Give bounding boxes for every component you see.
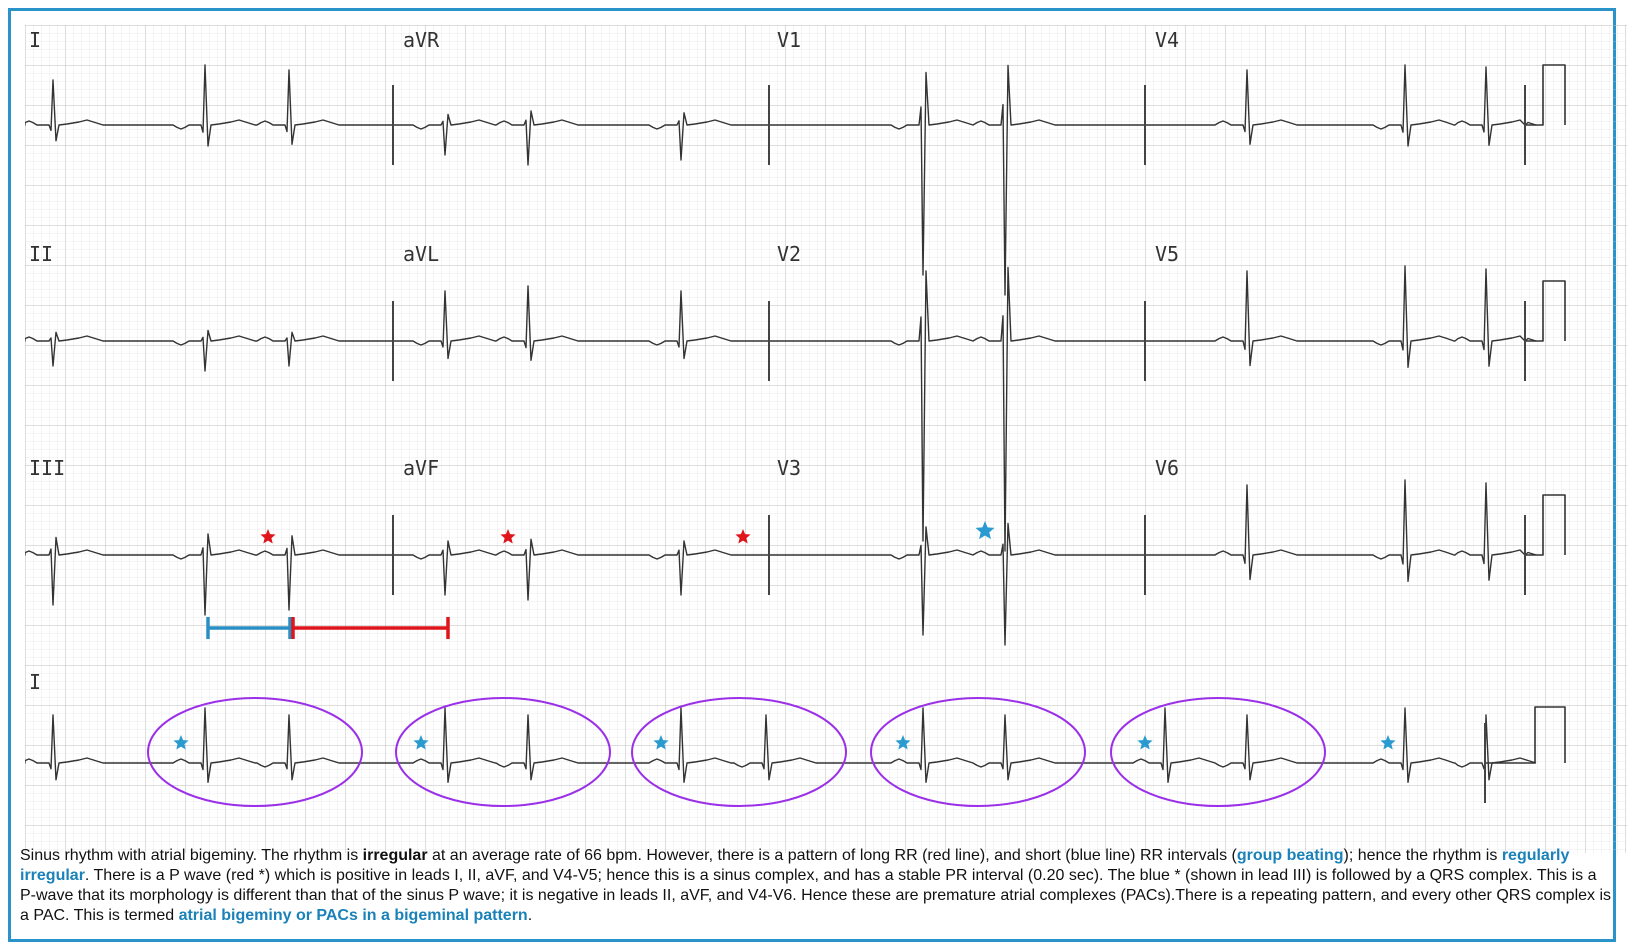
caption-bold-irregular: irregular [362,847,428,864]
lead-label-I: I [29,28,41,52]
caption-highlight-regularly-irregular: regularly irregular [20,847,1570,884]
figure-frame: I aVR V1 V4 II aVL V2 V5 III aVF V3 V6 I [8,8,1627,942]
bigeminal-group-ellipse-4 [870,697,1086,807]
rhythm-pac-star-2 [413,735,429,750]
ecg-traces [25,64,1566,803]
lead-label-III: III [29,456,65,480]
trace-lead-V1 [769,64,1145,296]
rhythm-pac-star-5 [1137,735,1153,750]
trace-lead-V3 [769,522,1145,646]
caption-text-5: . [527,907,533,924]
bigeminal-group-ellipse-2 [395,697,611,807]
trace-lead-V6 [1145,479,1537,582]
rhythm-pac-star-1 [173,735,189,750]
caption: Sinus rhythm with atrial bigeminy. The r… [20,846,1612,926]
ecg-tracing: I aVR V1 V4 II aVL V2 V5 III aVF V3 V6 I [25,25,1627,853]
calibration-pulse-row-1 [1525,64,1566,126]
lead-label-V3: V3 [777,456,801,480]
calibration-pulse-rhythm [1485,706,1566,764]
trace-lead-II [25,329,393,372]
calibration-pulse-row-3 [1525,494,1566,556]
caption-text-2: at an average rate of 66 bpm. However, t… [427,847,1237,864]
caption-text-3: ); hence the rhythm is [1343,847,1502,864]
ecg-grid [25,25,1627,853]
lead-label-V2: V2 [777,242,801,266]
rhythm-pac-star-3 [653,735,669,750]
sinus-p-wave-star-1 [260,529,276,544]
lead-label-aVL: aVL [403,242,439,266]
short-rr-interval-bar [206,617,292,639]
pac-star-lead-III [975,521,995,540]
lead-label-V5: V5 [1155,242,1179,266]
trace-lead-I [25,64,393,147]
rhythm-pac-star-6 [1380,735,1396,750]
trace-lead-aVL [393,285,769,361]
lead-label-aVR: aVR [403,28,440,52]
trace-lead-aVF [393,538,769,601]
ecg-annotations [147,521,1396,807]
bigeminal-group-ellipse-3 [631,697,847,807]
sinus-p-wave-star-3 [735,529,751,544]
caption-highlight-group-beating: group beating [1236,847,1344,864]
lead-label-V6: V6 [1155,456,1179,480]
caption-highlight-atrial-bigeminy: atrial bigeminy or PACs in a bigeminal p… [178,907,528,924]
lead-label-V1: V1 [777,28,801,52]
caption-text-4: . There is a P wave (red *) which is pos… [20,867,1612,924]
rhythm-pac-star-4 [895,735,911,750]
sinus-p-wave-star-2 [500,529,516,544]
long-rr-interval-bar [291,617,450,639]
trace-lead-V2 [769,266,1145,552]
caption-text-1: Sinus rhythm with atrial bigeminy. The r… [20,847,363,864]
bigeminal-group-ellipse-5 [1110,697,1326,807]
lead-label-V4: V4 [1155,28,1179,52]
calibration-pulse-row-2 [1525,280,1566,342]
trace-rhythm-lead-I [25,707,1537,783]
trace-lead-III [25,533,393,616]
bigeminal-group-ellipse-1 [147,697,363,807]
trace-lead-V5 [1145,265,1537,368]
trace-lead-aVR [393,110,769,166]
trace-lead-V4 [1145,64,1537,147]
lead-label-rhythm-I: I [29,670,41,694]
lead-label-II: II [29,242,53,266]
lead-label-aVF: aVF [403,456,439,480]
